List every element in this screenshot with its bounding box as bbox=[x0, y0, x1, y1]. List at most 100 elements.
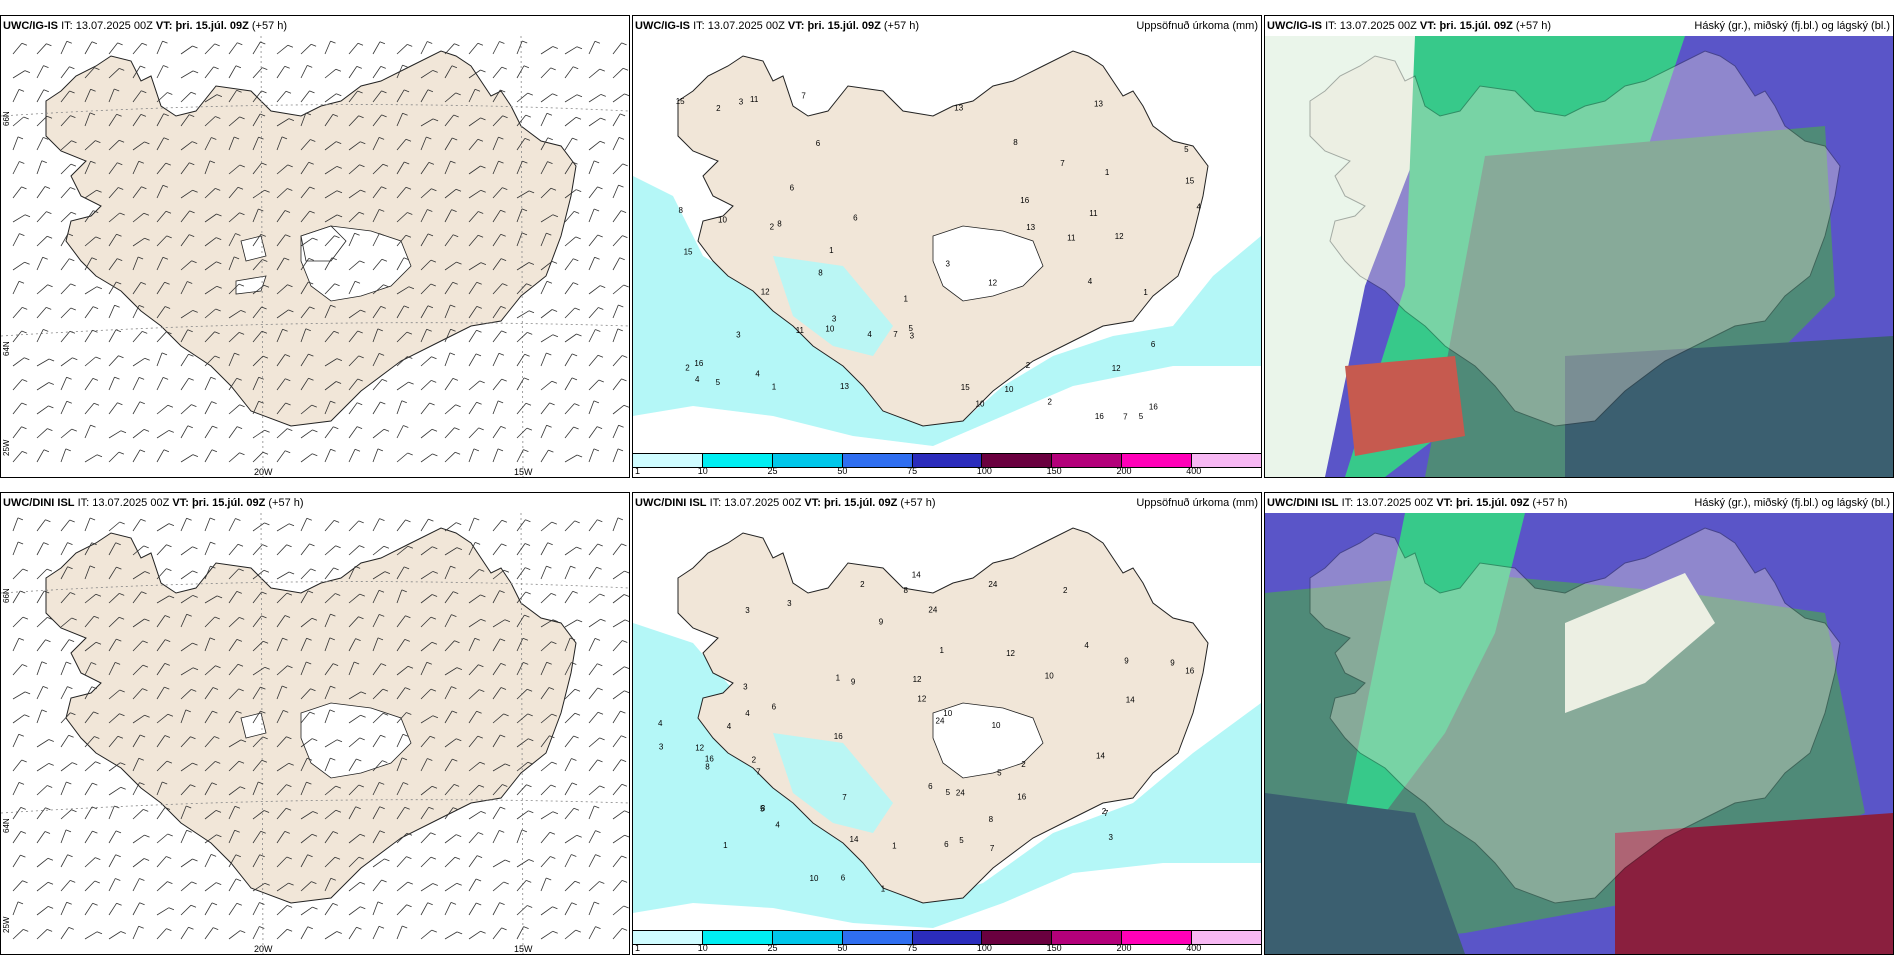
precip-value: 4 bbox=[755, 369, 760, 378]
wind-barb-flag bbox=[264, 429, 270, 433]
wind-barb-flag bbox=[166, 568, 172, 571]
wind-barb bbox=[108, 662, 116, 676]
wind-barb bbox=[36, 881, 49, 892]
wind-barb-flag bbox=[262, 640, 269, 644]
wind-barb-flag bbox=[504, 619, 511, 623]
wind-barb bbox=[132, 141, 145, 151]
wind-barb-flag bbox=[571, 662, 577, 665]
wind-barb-flag bbox=[235, 854, 241, 858]
wind-barb-flag bbox=[359, 881, 366, 885]
wind-barb-flag bbox=[216, 882, 222, 885]
wind-barb bbox=[156, 760, 168, 772]
wind-barb-flag bbox=[91, 257, 97, 261]
wind-barb bbox=[468, 594, 481, 604]
wind-barb bbox=[540, 831, 551, 844]
wind-barb-flag bbox=[381, 258, 388, 262]
wind-barb bbox=[444, 931, 458, 940]
wind-barb bbox=[252, 136, 259, 151]
wind-barb-flag bbox=[383, 428, 390, 432]
wind-barb bbox=[324, 637, 331, 652]
wind-barb bbox=[564, 258, 574, 271]
wind-barb bbox=[444, 234, 454, 247]
wind-barb-flag bbox=[237, 663, 244, 667]
wind-barb bbox=[108, 430, 122, 439]
wind-barb-flag bbox=[450, 565, 456, 569]
vt-value: þri. 15.júl. 09Z bbox=[823, 497, 898, 509]
wind-barb bbox=[252, 615, 262, 628]
wind-barb-flag bbox=[91, 41, 98, 45]
wind-barb-flag bbox=[356, 426, 363, 429]
precip-value: 6 bbox=[841, 873, 846, 882]
precip-value: 5 bbox=[1184, 145, 1189, 154]
wind-barb bbox=[564, 116, 577, 127]
wind-barb bbox=[420, 118, 434, 127]
wind-barb-flag bbox=[70, 880, 76, 883]
lon-tick-15w: 15W bbox=[514, 467, 533, 477]
wind-barb-flag bbox=[308, 258, 314, 261]
wind-barb bbox=[300, 112, 307, 127]
wind-barb bbox=[36, 686, 44, 700]
wind-barb-flag bbox=[596, 426, 603, 429]
wind-barb bbox=[300, 258, 310, 271]
wind-barb-flag bbox=[330, 304, 336, 308]
wind-barb-flag bbox=[236, 902, 242, 906]
wind-barb-flag bbox=[523, 926, 529, 929]
wind-barb-flag bbox=[263, 810, 270, 813]
colorbar-swatch bbox=[633, 454, 703, 467]
wind-barb bbox=[540, 187, 552, 199]
wind-barb-flag bbox=[164, 306, 171, 309]
wind-barb-flag bbox=[93, 210, 99, 213]
wind-barb-flag bbox=[139, 782, 145, 785]
wind-barb-flag bbox=[354, 232, 360, 236]
wind-barb-flag bbox=[526, 784, 532, 788]
wind-barb-flag bbox=[576, 546, 582, 550]
wind-barb-flag bbox=[43, 89, 49, 93]
wind-barb-flag bbox=[240, 930, 246, 933]
wind-barb bbox=[324, 449, 331, 463]
wind-barb bbox=[348, 66, 358, 79]
wind-barb bbox=[276, 354, 286, 367]
wind-barb-flag bbox=[428, 806, 434, 810]
wind-barb-flag bbox=[500, 89, 506, 93]
wind-barb bbox=[468, 448, 475, 463]
wind-barb-flag bbox=[116, 638, 122, 642]
wind-barb bbox=[324, 235, 335, 247]
precip-value: 6 bbox=[1151, 340, 1156, 349]
wind-barb bbox=[396, 381, 409, 391]
wind-barb-flag bbox=[498, 136, 504, 140]
wind-barb-flag bbox=[546, 424, 552, 428]
wind-barb bbox=[420, 188, 432, 199]
wind-barb bbox=[132, 65, 141, 79]
wind-barb bbox=[228, 854, 237, 868]
wind-barb bbox=[276, 784, 287, 796]
offset-label: (+57 h) bbox=[251, 20, 288, 32]
wind-barb bbox=[180, 546, 193, 556]
wind-barb-flag bbox=[357, 42, 364, 46]
wind-barb-flag bbox=[624, 690, 629, 694]
wind-barb bbox=[444, 738, 457, 748]
wind-barb bbox=[228, 283, 240, 295]
wind-barb bbox=[276, 637, 283, 652]
wind-barb bbox=[492, 859, 506, 868]
wind-barb-flag bbox=[143, 545, 149, 549]
precip-value: 5 bbox=[959, 836, 964, 845]
wind-barb-flag bbox=[72, 762, 78, 765]
wind-barb-flag bbox=[44, 590, 50, 594]
wind-barb-flag bbox=[45, 807, 51, 811]
wind-barb bbox=[204, 401, 212, 415]
wind-barb bbox=[372, 66, 382, 79]
wind-barb bbox=[84, 89, 91, 103]
wind-barb-flag bbox=[120, 931, 126, 934]
wind-barb bbox=[348, 545, 360, 556]
wind-barb bbox=[396, 734, 404, 748]
wind-barb-flag bbox=[288, 762, 294, 766]
panel-header: UWC/DINI ISL IT: 13.07.2025 00Z VT: þri.… bbox=[1, 493, 629, 513]
wind-barb bbox=[324, 166, 338, 175]
wind-barb-flag bbox=[573, 807, 580, 811]
precip-value: 14 bbox=[1096, 752, 1105, 761]
wind-barb-flag bbox=[114, 304, 120, 308]
wind-barb-flag bbox=[95, 236, 101, 240]
wind-barb-flag bbox=[480, 165, 486, 169]
wind-barb bbox=[396, 757, 403, 772]
